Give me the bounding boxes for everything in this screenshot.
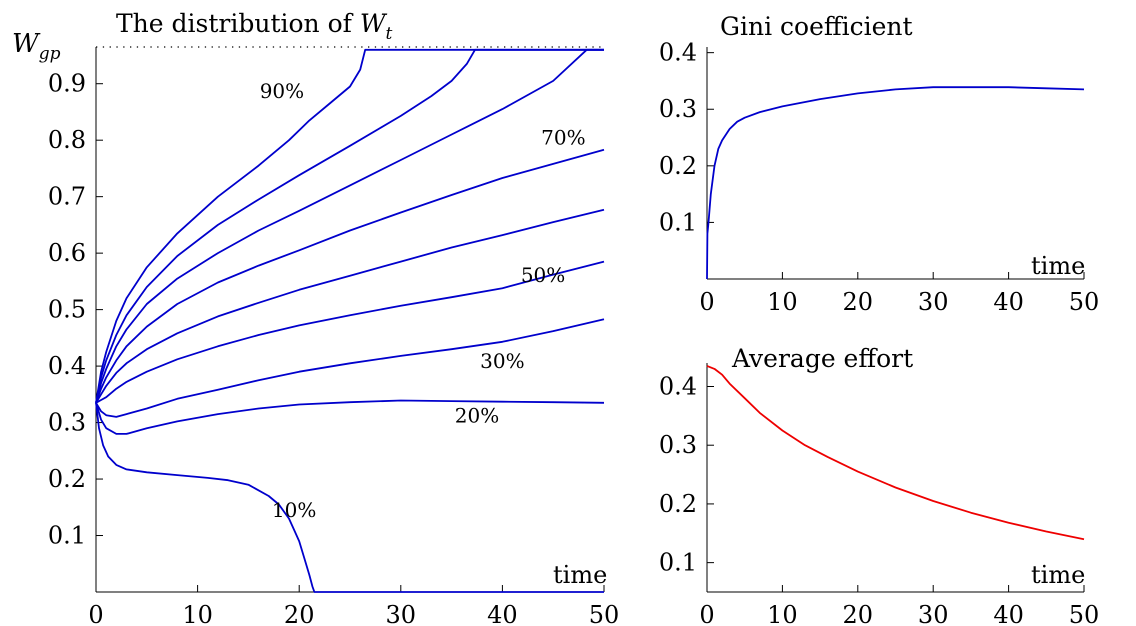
- left-series-4: [95, 208, 605, 404]
- percentile-label: 90%: [260, 79, 304, 103]
- left-x-tick-label: 40: [487, 601, 518, 626]
- gini-chart: Gini coefficient time 0 10 20 30 40 500.10.20…: [659, 12, 1099, 316]
- gini-x-tick-label: 10: [767, 288, 798, 316]
- left-series-90pct: [95, 48, 604, 403]
- gini-x-tick-label: 50: [1069, 288, 1100, 316]
- gini-ticks: 0 10 20 30 40 50 0.1 0.2 0.3 0.4: [659, 39, 1099, 316]
- effort-x-tick-label: 10: [767, 601, 798, 626]
- gini-series-0: [706, 86, 1085, 280]
- left-y-tick-label: 0.2: [48, 465, 86, 493]
- effort-x-axis-label: time: [1031, 561, 1085, 589]
- left-y-axis-label: Wgp: [12, 29, 61, 64]
- left-y-tick-label: 0.4: [48, 352, 86, 380]
- left-ticks: 0 10 20 30 40 50 0.1 0.2 0.3 0.4 0.5 0.6 0.7 0.8 0.9: [48, 70, 619, 626]
- left-series-6: [95, 48, 604, 404]
- left-x-tick-label: 30: [386, 601, 417, 626]
- gini-series-group: [706, 86, 1085, 280]
- percentile-label: 50%: [521, 263, 565, 287]
- left-series-2: [95, 318, 605, 418]
- effort-chart-title: Average effort: [731, 344, 913, 373]
- percentile-label: 30%: [480, 349, 524, 373]
- gini-y-tick-label: 0.4: [659, 39, 697, 67]
- effort-series-0: [706, 365, 1085, 541]
- left-chart-title: The distribution of Wt: [116, 9, 393, 44]
- left-y-tick-label: 0.3: [48, 409, 86, 437]
- effort-x-tick-label: 20: [843, 601, 874, 626]
- effort-series-group: [706, 365, 1085, 541]
- left-y-tick-label: 0.9: [48, 70, 86, 98]
- left-series-50pct: [95, 148, 605, 404]
- effort-x-tick-label: 40: [993, 601, 1024, 626]
- effort-x-tick-label: 0: [699, 601, 714, 626]
- percentile-label: 10%: [272, 498, 316, 522]
- left-x-axis-label: time: [553, 561, 607, 589]
- gini-x-tick-label: 40: [993, 288, 1024, 316]
- left-y-tick-label: 0.6: [48, 239, 86, 267]
- gini-chart-title: Gini coefficient: [720, 12, 913, 41]
- left-y-tick-label: 0.1: [48, 522, 86, 550]
- gini-y-tick-label: 0.2: [659, 152, 697, 180]
- left-x-tick-label: 20: [284, 601, 315, 626]
- left-x-tick-label: 50: [589, 601, 620, 626]
- effort-y-tick-label: 0.4: [659, 372, 697, 400]
- left-series-20pct: [95, 399, 605, 435]
- gini-x-axis-label: time: [1031, 252, 1085, 280]
- left-y-tick-label: 0.8: [48, 126, 86, 154]
- left-series-30pct: [95, 260, 605, 404]
- left-series-70pct: [95, 48, 604, 403]
- percentile-label: 70%: [541, 126, 585, 150]
- gini-y-tick-label: 0.1: [659, 208, 697, 236]
- effort-ticks: 0 10 20 30 40 50 0.1 0.2 0.3 0.4: [659, 372, 1099, 626]
- gini-x-tick-label: 30: [918, 288, 949, 316]
- left-y-tick-label: 0.7: [48, 183, 86, 211]
- gini-x-tick-label: 20: [843, 288, 874, 316]
- left-annotations: 90% 70% 50% 30% 20% 10%: [260, 79, 586, 522]
- distribution-chart: The distribution of Wt Wgp time 0 10 20 30 4…: [12, 9, 619, 626]
- effort-y-tick-label: 0.2: [659, 490, 697, 518]
- left-series-group: [95, 48, 605, 593]
- left-y-tick-label: 0.5: [48, 296, 86, 324]
- effort-y-tick-label: 0.1: [659, 549, 697, 577]
- gini-y-tick-label: 0.3: [659, 95, 697, 123]
- gini-x-tick-label: 0: [699, 288, 714, 316]
- left-series-10pct: [95, 402, 604, 593]
- effort-x-tick-label: 30: [918, 601, 949, 626]
- effort-x-tick-label: 50: [1069, 601, 1100, 626]
- effort-chart: Average effort time 0 10 20 30 40 50 0.1 0.2 0.3…: [659, 344, 1099, 626]
- left-x-tick-label: 10: [182, 601, 213, 626]
- left-x-tick-label: 0: [88, 601, 103, 626]
- percentile-label: 20%: [455, 404, 499, 428]
- effort-y-tick-label: 0.3: [659, 431, 697, 459]
